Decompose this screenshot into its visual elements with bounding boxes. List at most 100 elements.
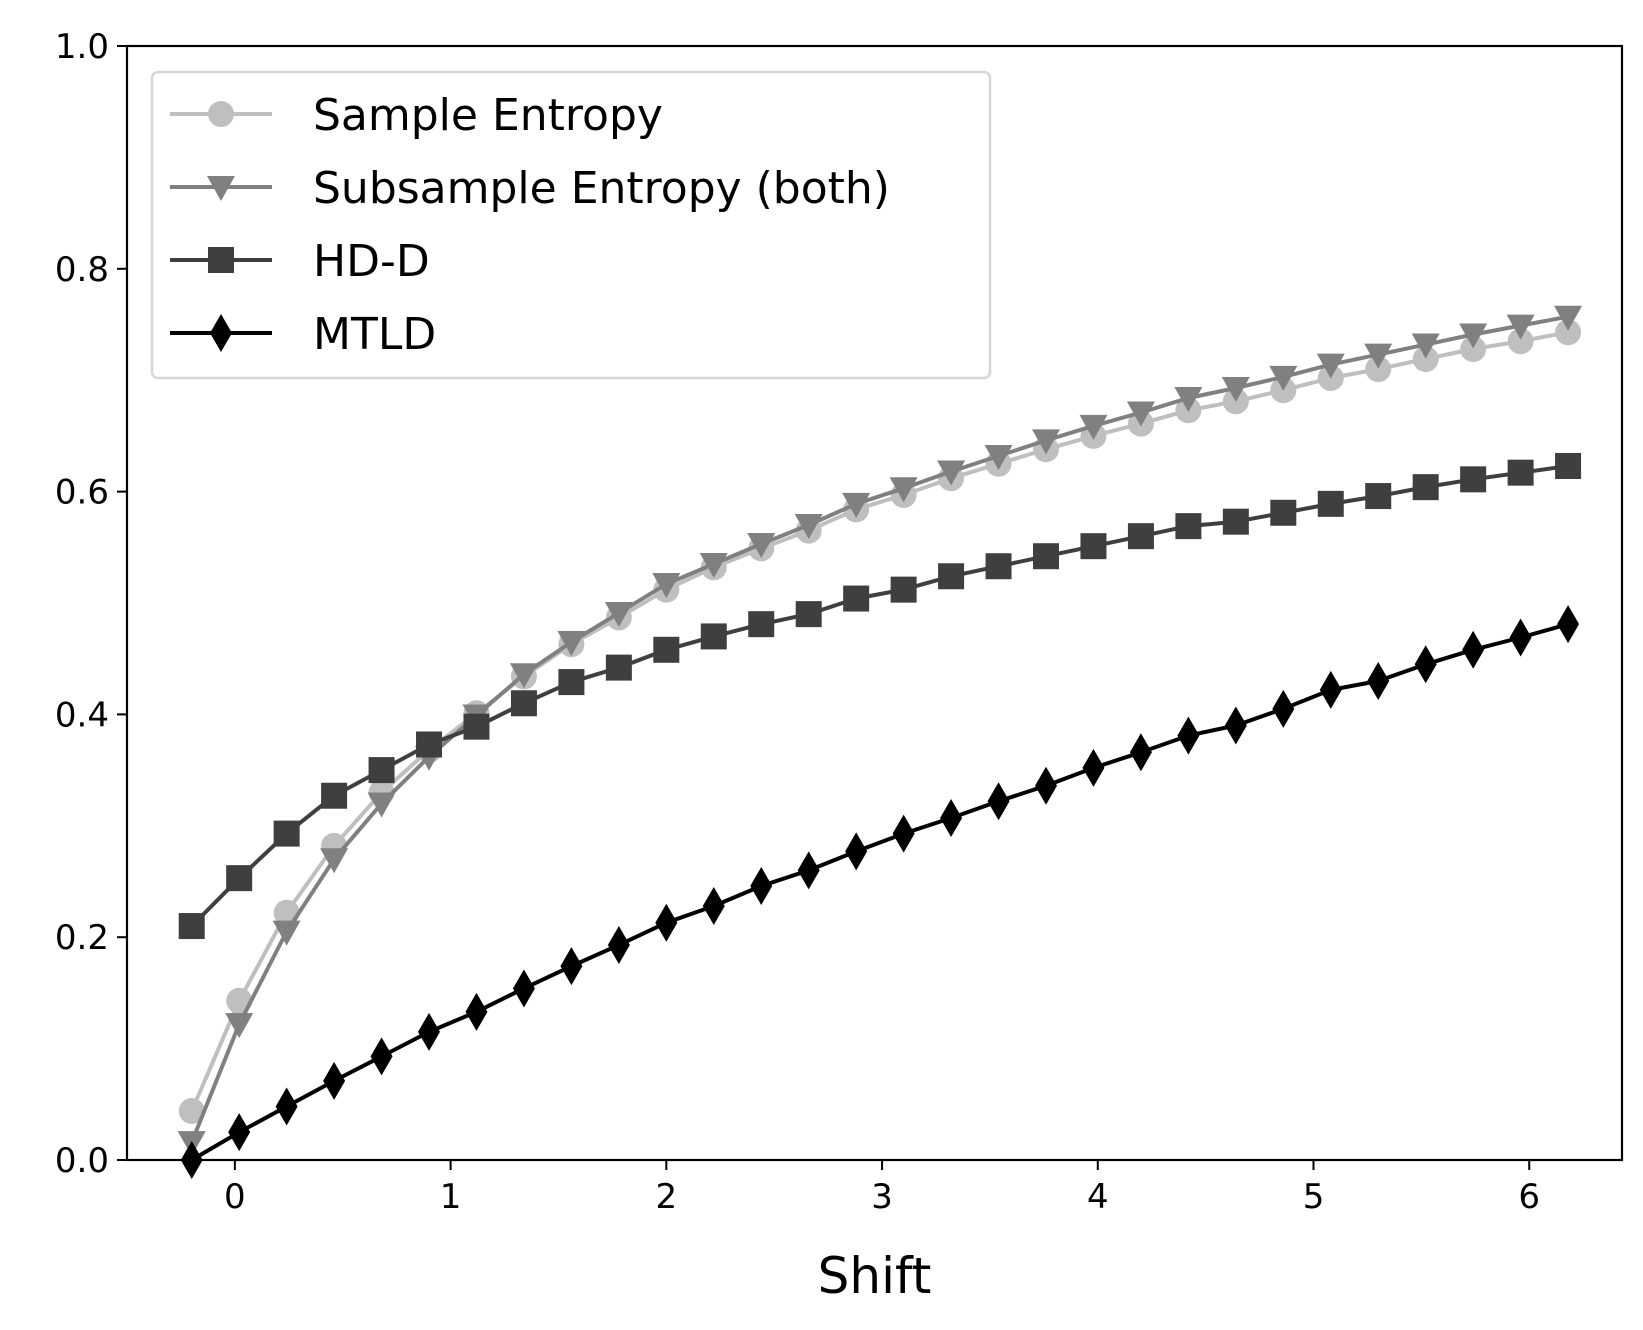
data-point bbox=[1269, 365, 1298, 391]
data-point bbox=[465, 992, 488, 1031]
data-point bbox=[1507, 459, 1534, 486]
data-point bbox=[1365, 483, 1392, 510]
data-point bbox=[225, 1013, 254, 1039]
data-point bbox=[1079, 414, 1108, 440]
x-axis: 0 1 2 3 4 5 6 bbox=[224, 1160, 1540, 1217]
data-point bbox=[1557, 605, 1580, 644]
data-point bbox=[655, 903, 678, 942]
legend: Sample Entropy Subsample Entropy (both) HD… bbox=[150, 70, 992, 380]
data-point bbox=[1221, 376, 1250, 402]
data-point bbox=[652, 573, 681, 599]
data-point bbox=[178, 1097, 205, 1124]
legend-label: HD-D bbox=[313, 236, 430, 287]
data-point bbox=[750, 866, 773, 905]
legend-box bbox=[150, 70, 992, 380]
data-point bbox=[842, 492, 871, 518]
data-point bbox=[607, 925, 630, 964]
data-point bbox=[699, 553, 728, 579]
data-point bbox=[1272, 689, 1295, 728]
x-tick-label: 2 bbox=[656, 1177, 678, 1217]
data-point bbox=[1035, 766, 1058, 805]
data-point bbox=[1367, 661, 1390, 700]
data-point bbox=[940, 799, 963, 838]
data-point bbox=[510, 690, 537, 717]
data-point bbox=[1459, 323, 1488, 349]
data-point bbox=[557, 630, 586, 656]
data-point bbox=[1080, 533, 1107, 560]
data-point bbox=[323, 1061, 346, 1100]
data-point bbox=[700, 623, 727, 650]
y-tick-label: 0.8 bbox=[55, 250, 109, 290]
data-point bbox=[1316, 353, 1345, 379]
x-axis-label: Shift bbox=[818, 1247, 932, 1305]
data-point bbox=[1175, 513, 1202, 540]
data-point bbox=[843, 585, 870, 612]
data-point bbox=[1082, 748, 1105, 787]
data-point bbox=[605, 654, 632, 681]
data-point bbox=[370, 1037, 393, 1076]
data-point bbox=[321, 782, 348, 809]
data-point bbox=[1414, 645, 1437, 684]
data-point bbox=[368, 757, 395, 784]
data-point bbox=[178, 913, 205, 940]
series-subsample-entropy-both bbox=[177, 305, 1583, 1157]
data-point bbox=[320, 848, 349, 874]
data-point bbox=[747, 532, 776, 558]
x-tick-label: 3 bbox=[871, 1177, 893, 1217]
legend-label: MTLD bbox=[313, 309, 436, 360]
data-point bbox=[889, 477, 918, 503]
y-tick-label: 0.6 bbox=[55, 473, 109, 513]
legend-marker bbox=[208, 247, 234, 273]
data-point bbox=[1319, 670, 1342, 709]
data-point bbox=[367, 792, 396, 818]
data-point bbox=[226, 865, 253, 892]
x-tick-label: 6 bbox=[1518, 1177, 1540, 1217]
data-point bbox=[560, 947, 583, 986]
data-point bbox=[273, 820, 300, 847]
plot-frame bbox=[125, 44, 1624, 1162]
data-point bbox=[702, 887, 725, 926]
data-point bbox=[892, 814, 915, 853]
data-point bbox=[1411, 333, 1440, 359]
y-axis: 0.0 0.2 0.4 0.6 0.8 1.0 bbox=[55, 27, 127, 1181]
legend-marker bbox=[207, 176, 235, 201]
data-point bbox=[1224, 706, 1247, 745]
y-tick-label: 0.2 bbox=[55, 918, 109, 958]
data-point bbox=[1412, 346, 1439, 373]
legend-item: MTLD bbox=[170, 309, 436, 360]
data-point bbox=[1412, 474, 1439, 501]
data-point bbox=[1174, 387, 1203, 413]
data-point bbox=[1507, 328, 1534, 355]
series-layer bbox=[177, 305, 1583, 1179]
data-point bbox=[1222, 508, 1249, 535]
data-point bbox=[1317, 490, 1344, 517]
data-point bbox=[985, 553, 1012, 580]
data-point bbox=[1177, 716, 1200, 755]
data-point bbox=[463, 713, 490, 740]
legend-label: Subsample Entropy (both) bbox=[313, 163, 890, 214]
data-point bbox=[228, 1113, 251, 1152]
legend-label: Sample Entropy bbox=[313, 90, 663, 141]
data-point bbox=[272, 920, 301, 946]
series-hd-d bbox=[178, 452, 1582, 940]
data-point bbox=[1555, 452, 1582, 479]
x-tick-label: 4 bbox=[1087, 1177, 1109, 1217]
data-point bbox=[1506, 314, 1535, 340]
data-point bbox=[509, 663, 538, 689]
x-tick-label: 0 bbox=[224, 1177, 246, 1217]
data-point bbox=[987, 782, 1010, 821]
data-point bbox=[1554, 305, 1583, 331]
data-point bbox=[890, 576, 917, 603]
data-point bbox=[604, 602, 633, 628]
x-tick-label: 5 bbox=[1303, 1177, 1325, 1217]
data-point bbox=[1462, 630, 1485, 669]
y-tick-label: 1.0 bbox=[55, 27, 109, 67]
data-point bbox=[795, 601, 822, 628]
data-point bbox=[1129, 733, 1152, 772]
data-point bbox=[845, 832, 868, 871]
data-point bbox=[558, 669, 585, 696]
data-point bbox=[1365, 356, 1392, 383]
data-point bbox=[416, 731, 443, 758]
data-point bbox=[984, 444, 1013, 470]
